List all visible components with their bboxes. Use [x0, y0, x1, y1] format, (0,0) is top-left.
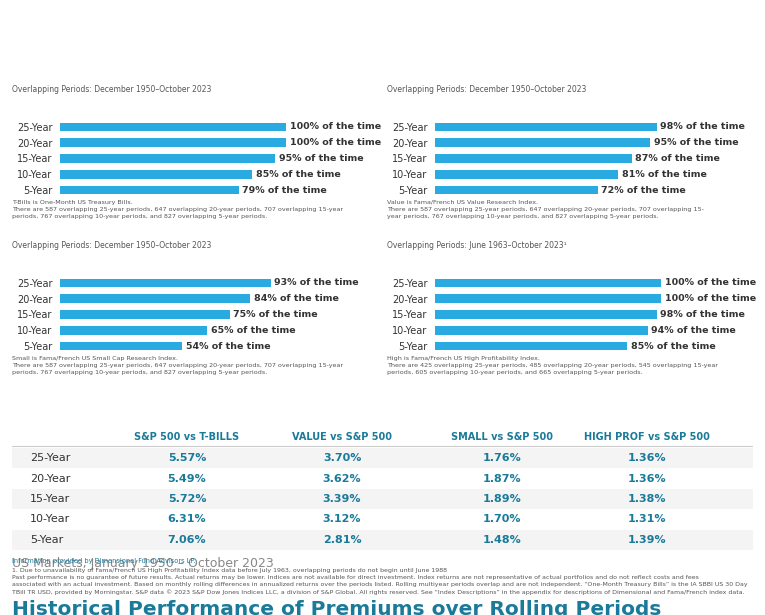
Text: 93% of the time: 93% of the time — [274, 279, 359, 287]
Text: 1.76%: 1.76% — [483, 453, 522, 463]
Text: 100% of the time: 100% of the time — [290, 122, 381, 132]
Text: 3.39%: 3.39% — [323, 494, 361, 504]
Bar — [435, 170, 618, 178]
Text: SMALL vs S&P 500: SMALL vs S&P 500 — [451, 432, 553, 442]
Text: 7.06%: 7.06% — [168, 535, 207, 545]
Bar — [12, 530, 753, 550]
Bar — [12, 448, 753, 469]
Text: Information provided by Dimensional Fund Advisors LP.: Information provided by Dimensional Fund… — [12, 558, 196, 564]
Text: 6.31%: 6.31% — [168, 514, 207, 525]
Text: SMALL beat S&P 500 INDEX: SMALL beat S&P 500 INDEX — [18, 259, 190, 269]
Text: 1. Due to unavailability of Fama/French US High Profitability Index data before : 1. Due to unavailability of Fama/French … — [12, 568, 747, 595]
Bar — [60, 326, 207, 335]
Text: 5.72%: 5.72% — [168, 494, 207, 504]
Text: 5-Year: 5-Year — [30, 535, 63, 545]
Text: 10-Year: 10-Year — [30, 514, 70, 525]
Text: VALUE beat S&P 500 INDEX: VALUE beat S&P 500 INDEX — [392, 103, 563, 113]
Text: High is Fama/French US High Profitability Index.
There are 425 overlapping 25-ye: High is Fama/French US High Profitabilit… — [387, 356, 718, 375]
Text: S&P 500 INDEX beat T-BILLS: S&P 500 INDEX beat T-BILLS — [18, 103, 194, 113]
Bar — [435, 279, 662, 287]
Bar — [435, 122, 657, 131]
Text: 81% of the time: 81% of the time — [622, 170, 707, 179]
Text: 25-Year: 25-Year — [30, 453, 70, 463]
Text: 94% of the time: 94% of the time — [651, 326, 736, 335]
Text: 72% of the time: 72% of the time — [601, 186, 686, 194]
Text: 1.31%: 1.31% — [628, 514, 666, 525]
Text: 3.70%: 3.70% — [323, 453, 361, 463]
Text: 1.36%: 1.36% — [628, 474, 666, 483]
Bar — [60, 295, 250, 303]
Text: T-Bills is One-Month US Treasury Bills.
There are 587 overlapping 25-year period: T-Bills is One-Month US Treasury Bills. … — [12, 200, 343, 218]
Text: S&P 500 vs T-BILLS: S&P 500 vs T-BILLS — [135, 432, 239, 442]
Text: 54% of the time: 54% of the time — [186, 341, 270, 351]
Text: 95% of the time: 95% of the time — [278, 154, 363, 163]
Text: 98% of the time: 98% of the time — [660, 122, 745, 132]
Bar — [60, 186, 239, 194]
Bar — [435, 154, 632, 163]
Text: 1.87%: 1.87% — [483, 474, 521, 483]
Text: 87% of the time: 87% of the time — [636, 154, 721, 163]
Bar — [60, 342, 182, 351]
Text: 5.49%: 5.49% — [168, 474, 207, 483]
Bar — [60, 310, 230, 319]
Text: 75% of the time: 75% of the time — [233, 310, 317, 319]
Text: 79% of the time: 79% of the time — [243, 186, 327, 194]
Text: Overlapping Periods: June 1963–October 2023¹: Overlapping Periods: June 1963–October 2… — [387, 241, 567, 250]
Text: AVERAGE RELATIVE PERFORMANCE: AVERAGE RELATIVE PERFORMANCE — [259, 403, 506, 416]
Text: Overlapping Periods: December 1950–October 2023: Overlapping Periods: December 1950–Octob… — [12, 85, 211, 94]
Text: 1.70%: 1.70% — [483, 514, 521, 525]
Text: Overlapping Periods: December 1950–October 2023: Overlapping Periods: December 1950–Octob… — [387, 85, 587, 94]
Text: 3.62%: 3.62% — [323, 474, 361, 483]
Text: 85% of the time: 85% of the time — [256, 170, 340, 179]
Text: 1.36%: 1.36% — [628, 453, 666, 463]
Text: 1.39%: 1.39% — [628, 535, 666, 545]
Text: US Markets, January 1950 – October 2023: US Markets, January 1950 – October 2023 — [12, 557, 274, 570]
Text: HIGH PROFITABILITY beat S&P 500 INDEX: HIGH PROFITABILITY beat S&P 500 INDEX — [392, 259, 651, 269]
Text: 20-Year: 20-Year — [30, 474, 70, 483]
Text: 1.89%: 1.89% — [483, 494, 522, 504]
Text: 3.12%: 3.12% — [323, 514, 361, 525]
Text: Value is Fama/French US Value Research Index.
There are 587 overlapping 25-year : Value is Fama/French US Value Research I… — [387, 200, 704, 218]
Bar — [60, 279, 271, 287]
Text: VALUE vs S&P 500: VALUE vs S&P 500 — [292, 432, 392, 442]
Text: 98% of the time: 98% of the time — [660, 310, 745, 319]
Bar — [435, 295, 662, 303]
Text: Historical Performance of Premiums over Rolling Periods: Historical Performance of Premiums over … — [12, 600, 662, 615]
Bar — [60, 170, 252, 178]
Text: 2.81%: 2.81% — [323, 535, 361, 545]
Text: HIGH PROF vs S&P 500: HIGH PROF vs S&P 500 — [584, 432, 710, 442]
Text: 100% of the time: 100% of the time — [665, 279, 756, 287]
Bar — [435, 310, 657, 319]
Text: 100% of the time: 100% of the time — [665, 294, 756, 303]
Text: 15-Year: 15-Year — [30, 494, 70, 504]
Bar — [435, 186, 598, 194]
Text: Small is Fama/French US Small Cap Research Index.
There are 587 overlapping 25-y: Small is Fama/French US Small Cap Resear… — [12, 356, 343, 375]
Text: Overlapping Periods: December 1950–October 2023: Overlapping Periods: December 1950–Octob… — [12, 241, 211, 250]
Text: 1.48%: 1.48% — [483, 535, 522, 545]
Text: 84% of the time: 84% of the time — [253, 294, 338, 303]
Bar — [60, 154, 275, 163]
Text: 100% of the time: 100% of the time — [290, 138, 381, 147]
Text: 85% of the time: 85% of the time — [631, 341, 715, 351]
Bar — [435, 326, 648, 335]
Bar — [60, 138, 286, 147]
Text: 1.38%: 1.38% — [628, 494, 666, 504]
Text: 5.57%: 5.57% — [168, 453, 207, 463]
Text: 95% of the time: 95% of the time — [653, 138, 738, 147]
Bar — [435, 138, 650, 147]
Bar — [435, 342, 627, 351]
Text: 65% of the time: 65% of the time — [210, 326, 295, 335]
Bar — [12, 489, 753, 509]
Bar — [60, 122, 286, 131]
